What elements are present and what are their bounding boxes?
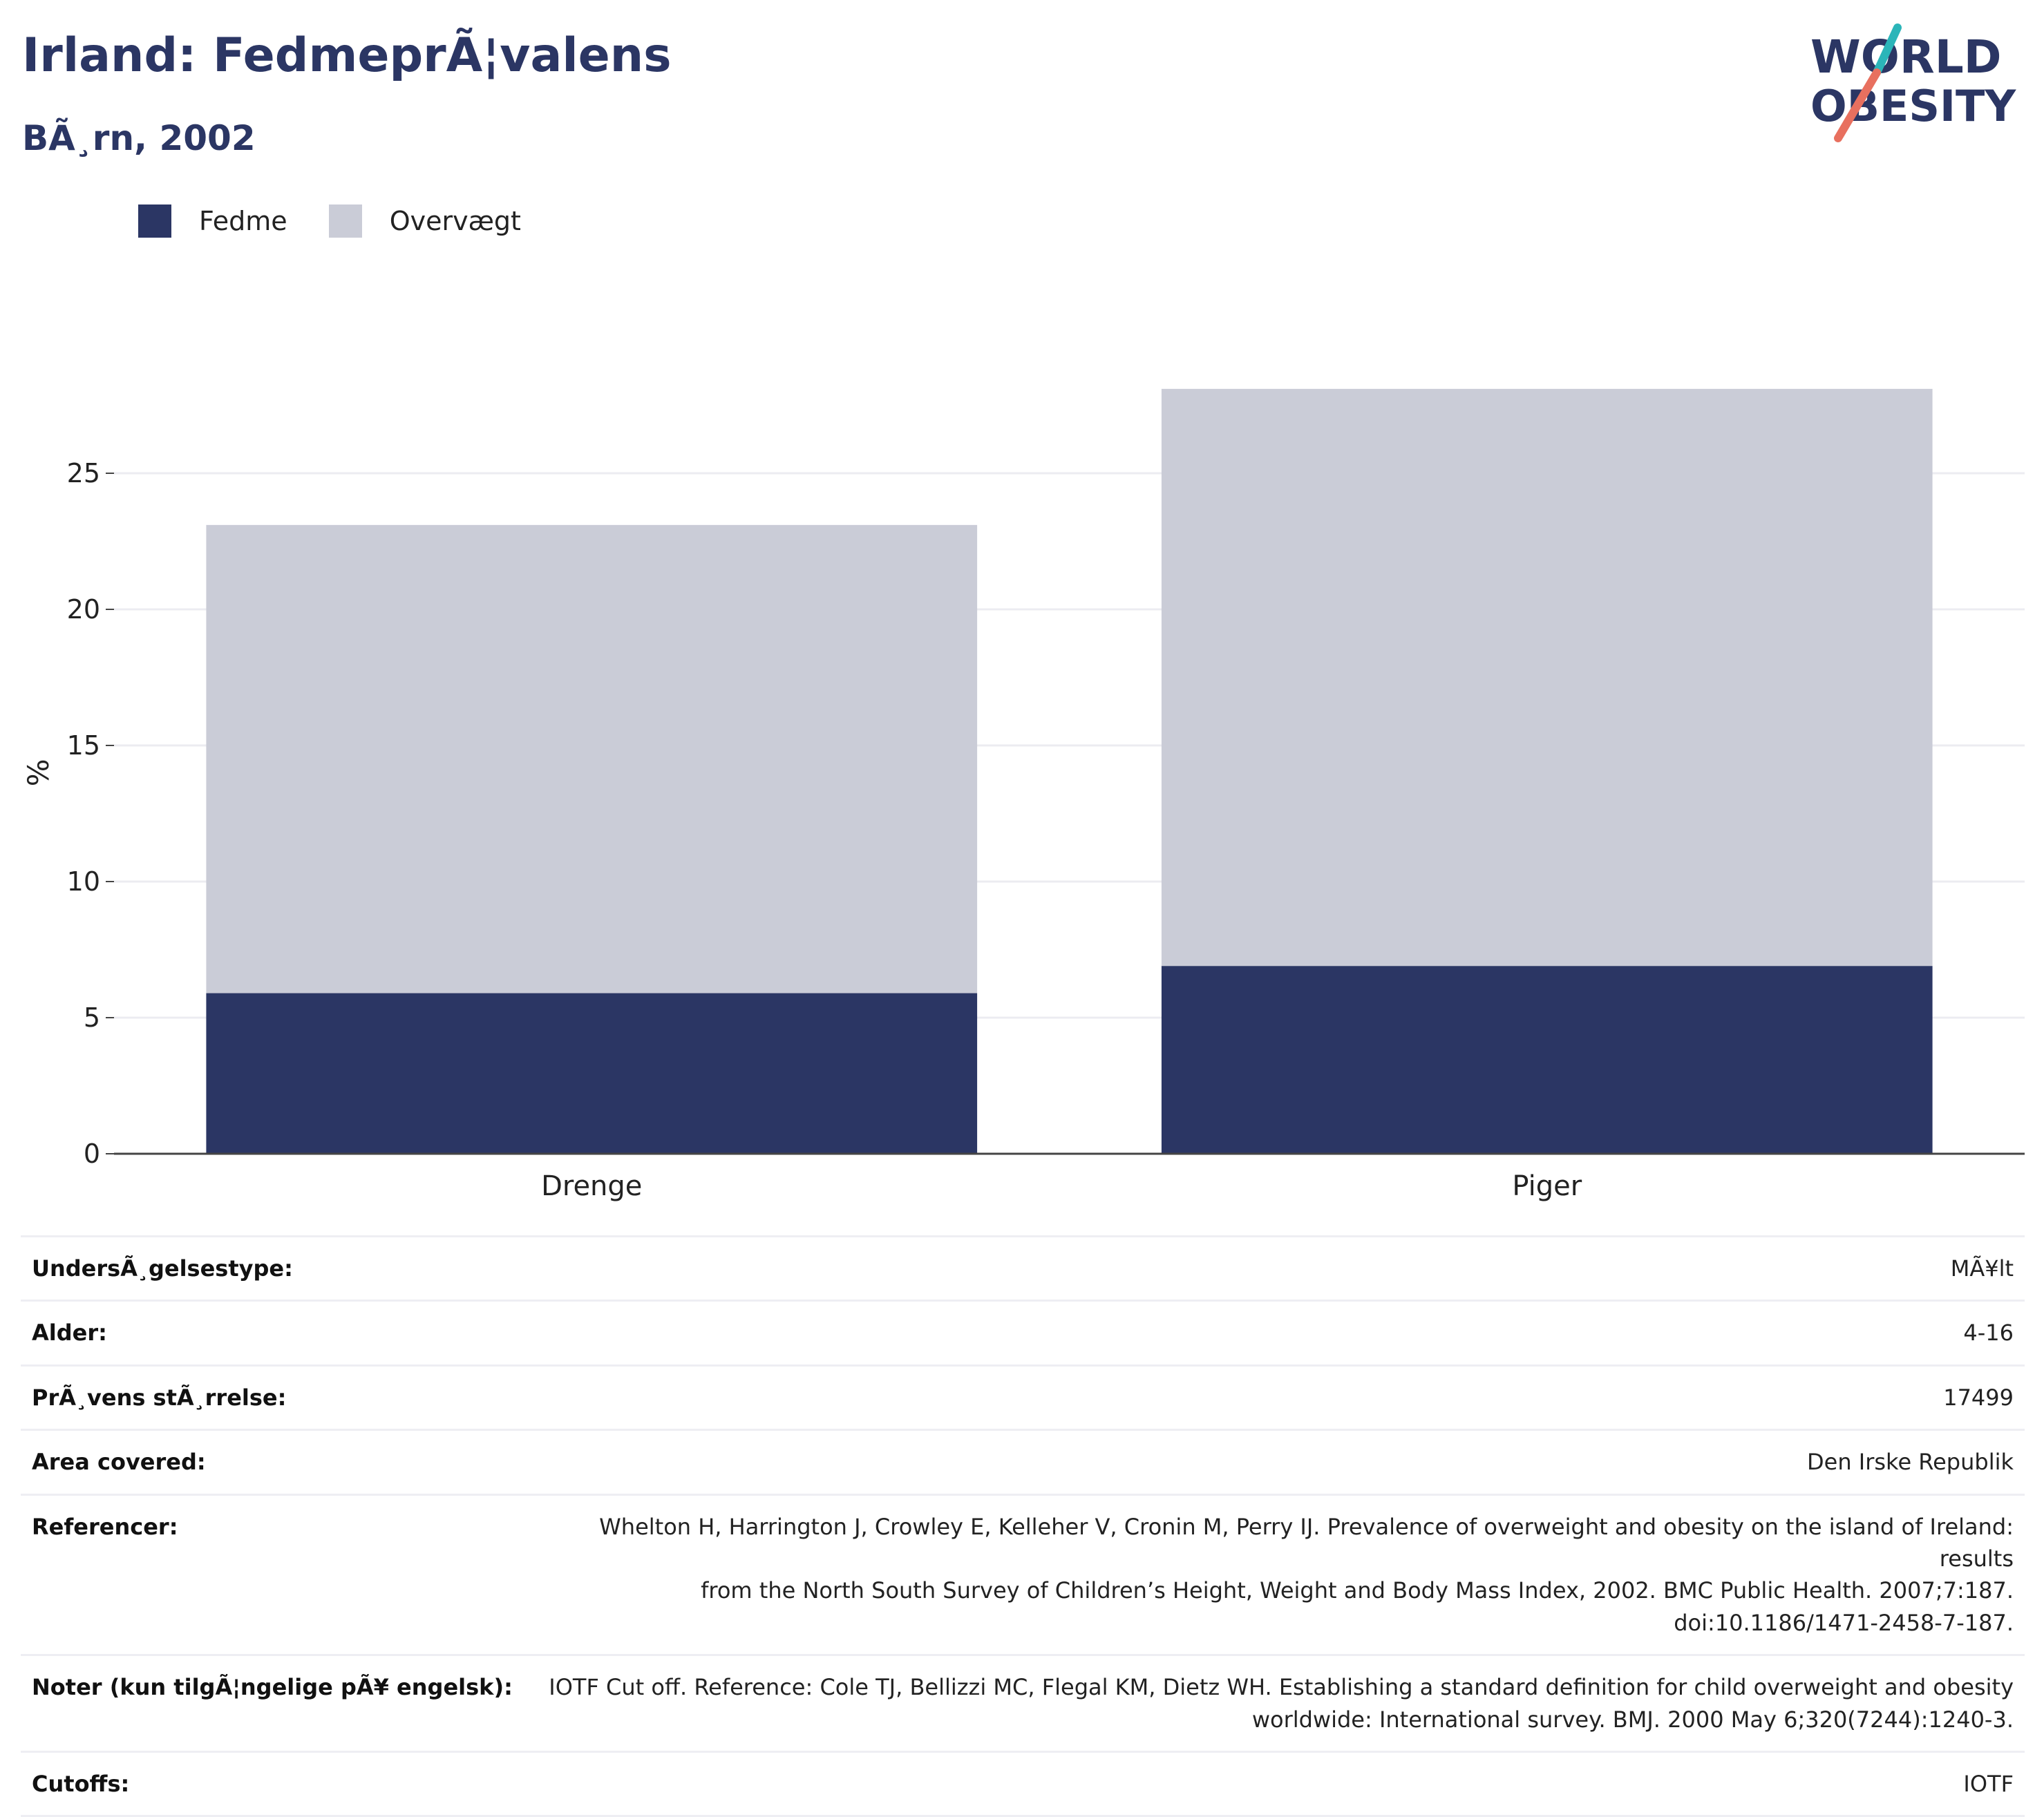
bar-fedme-drenge — [206, 993, 978, 1154]
metadata-key: UndersÃ¸gelsestype: — [21, 1235, 527, 1301]
x-tick-label-drenge: Drenge — [541, 1170, 642, 1202]
legend-label-fedme: Fedme — [199, 206, 287, 236]
y-tick-label-20: 20 — [67, 594, 100, 625]
logo-slash-teal — [1873, 23, 1902, 77]
y-axis-title: % — [21, 759, 55, 786]
metadata-key: Alder: — [21, 1300, 527, 1366]
metadata-row: Referencer: Whelton H, Harrington J, Crow… — [21, 1493, 2025, 1655]
metadata-row: Noter (kun tilgÃ¦ngelige pÃ¥ engelsk): IO… — [21, 1654, 2025, 1752]
bar-overvgt-piger — [1161, 388, 1933, 967]
bar-overvgt-drenge — [206, 524, 978, 993]
metadata-key: Referencer: — [21, 1493, 527, 1655]
logo-line2: OBESITY — [1810, 81, 2016, 131]
y-tick-label-25: 25 — [67, 458, 100, 488]
chart-subtitle: BÃ¸rn, 2002 — [22, 118, 256, 158]
metadata-value-line: doi:10.1186/1471-2458-7-187. — [1674, 1609, 2014, 1636]
metadata-value: 4-16 — [527, 1300, 2025, 1366]
metadata-key: Cutoffs: — [21, 1750, 527, 1817]
metadata-key: PrÃ¸vens stÃ¸rrelse: — [21, 1364, 527, 1430]
legend: Fedme Overvægt — [138, 204, 562, 238]
world-obesity-logo: WORLD OBESITY — [1810, 23, 2016, 142]
metadata-value-line: Den Irske Republik — [1807, 1449, 2014, 1476]
metadata-value-line: worldwide: International survey. BMJ. 20… — [1251, 1706, 2014, 1733]
metadata-row: Cutoffs: IOTF — [21, 1750, 2025, 1817]
y-tick-label-10: 10 — [67, 866, 100, 897]
metadata-value: MÃ¥lt — [527, 1235, 2025, 1301]
y-tick-label-5: 5 — [84, 1002, 100, 1033]
metadata-row: UndersÃ¸gelsestype: MÃ¥lt — [21, 1235, 2025, 1301]
metadata-key: Noter (kun tilgÃ¦ngelige pÃ¥ engelsk): — [21, 1654, 527, 1752]
metadata-row: Area covered: Den Irske Republik — [21, 1429, 2025, 1495]
metadata-row: Alder: 4-16 — [21, 1300, 2025, 1366]
legend-item-fedme[interactable]: Fedme — [138, 204, 287, 238]
metadata-value-line: IOTF Cut off. Reference: Cole TJ, Belliz… — [549, 1674, 2014, 1701]
metadata-value-line: MÃ¥lt — [1950, 1255, 2014, 1282]
metadata-value: 17499 — [527, 1364, 2025, 1430]
metadata-value: Den Irske Republik — [527, 1429, 2025, 1495]
metadata-value-line: 17499 — [1943, 1384, 2014, 1411]
y-tick-label-15: 15 — [67, 730, 100, 761]
metadata-row: PrÃ¸vens stÃ¸rrelse: 17499 — [21, 1364, 2025, 1430]
metadata-value: IOTF Cut off. Reference: Cole TJ, Belliz… — [527, 1654, 2025, 1752]
legend-swatch-fedme — [138, 204, 171, 238]
x-tick-label-piger: Piger — [1512, 1170, 1582, 1202]
metadata-value-line: 4-16 — [1963, 1320, 2014, 1347]
legend-item-overvaegt[interactable]: Overvægt — [328, 204, 521, 238]
legend-label-overvaegt: Overvægt — [389, 206, 521, 236]
legend-swatch-overvaegt — [328, 204, 362, 238]
logo-slash-coral — [1834, 68, 1881, 142]
logo-line1: WORLD — [1810, 30, 2002, 84]
y-tick-label-0: 0 — [84, 1139, 100, 1169]
bar-chart: 0 5 10 15 20 25% Drenge Piger — [21, 388, 2025, 1202]
metadata-table: UndersÃ¸gelsestype: MÃ¥lt Alder: 4-16 PrÃ¸ve… — [21, 1235, 2025, 1817]
bar-fedme-piger — [1161, 966, 1933, 1154]
metadata-key: Area covered: — [21, 1429, 527, 1495]
chart-title: Irland: FedmeprÃ¦valens — [22, 28, 672, 83]
metadata-value-line: from the North South Survey of Children’… — [701, 1577, 2014, 1604]
metadata-value: Whelton H, Harrington J, Crowley E, Kell… — [527, 1493, 2025, 1655]
metadata-value-line: IOTF — [1963, 1770, 2014, 1797]
metadata-value: IOTF — [527, 1750, 2025, 1817]
metadata-value-line: Whelton H, Harrington J, Crowley E, Kell… — [599, 1513, 2014, 1572]
